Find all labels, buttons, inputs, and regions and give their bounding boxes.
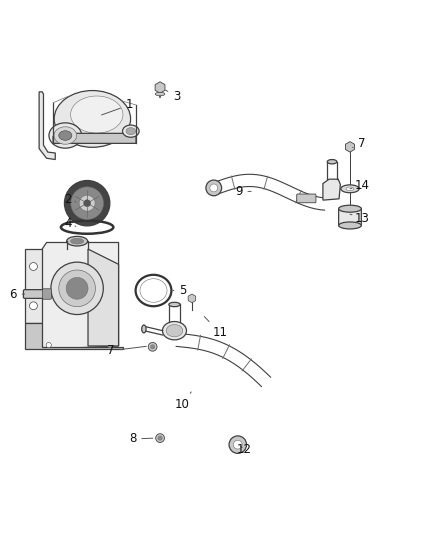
Ellipse shape [339,222,361,229]
Circle shape [51,262,103,314]
Polygon shape [25,323,123,350]
Ellipse shape [54,127,77,144]
Text: 6: 6 [9,288,25,301]
Circle shape [148,343,157,351]
Ellipse shape [327,159,337,164]
Polygon shape [53,133,136,143]
FancyBboxPatch shape [23,289,49,298]
Circle shape [84,200,91,207]
Polygon shape [39,92,55,159]
Text: 8: 8 [129,432,153,446]
Circle shape [29,263,37,270]
Text: 7: 7 [107,344,146,357]
Circle shape [155,434,164,442]
Circle shape [158,436,162,440]
Text: 14: 14 [350,179,370,192]
Polygon shape [88,249,119,346]
Text: 5: 5 [173,284,187,297]
Ellipse shape [142,325,146,333]
Text: 11: 11 [204,317,227,340]
Ellipse shape [123,125,139,138]
Ellipse shape [71,96,123,133]
Ellipse shape [346,187,354,190]
Circle shape [64,181,110,226]
Text: 4: 4 [65,217,76,230]
Ellipse shape [162,321,187,340]
FancyBboxPatch shape [42,289,51,299]
Text: 9: 9 [235,185,251,198]
Ellipse shape [59,131,72,140]
Text: 3: 3 [166,90,180,103]
Ellipse shape [54,91,131,147]
Circle shape [229,436,247,454]
Polygon shape [339,207,361,225]
Ellipse shape [155,92,165,96]
Ellipse shape [71,238,84,244]
Circle shape [46,343,51,348]
Ellipse shape [341,185,359,193]
Ellipse shape [49,123,81,148]
Text: 2: 2 [65,193,76,206]
Circle shape [206,180,222,196]
Ellipse shape [126,128,136,135]
Ellipse shape [169,302,180,306]
Ellipse shape [166,325,183,337]
Ellipse shape [67,236,88,246]
Polygon shape [323,179,340,200]
Text: 13: 13 [350,212,370,225]
Circle shape [71,187,103,220]
Circle shape [29,302,37,310]
FancyBboxPatch shape [297,194,316,203]
Text: 7: 7 [353,137,366,150]
Polygon shape [42,243,119,350]
Text: 10: 10 [175,392,191,411]
Circle shape [66,277,88,299]
Polygon shape [25,249,42,323]
Circle shape [150,345,155,349]
Circle shape [79,195,95,211]
Circle shape [233,440,242,449]
Text: 12: 12 [237,443,252,456]
Circle shape [107,343,113,348]
Text: 1: 1 [102,99,133,115]
Ellipse shape [339,205,361,212]
Circle shape [59,270,95,306]
Circle shape [210,184,218,192]
